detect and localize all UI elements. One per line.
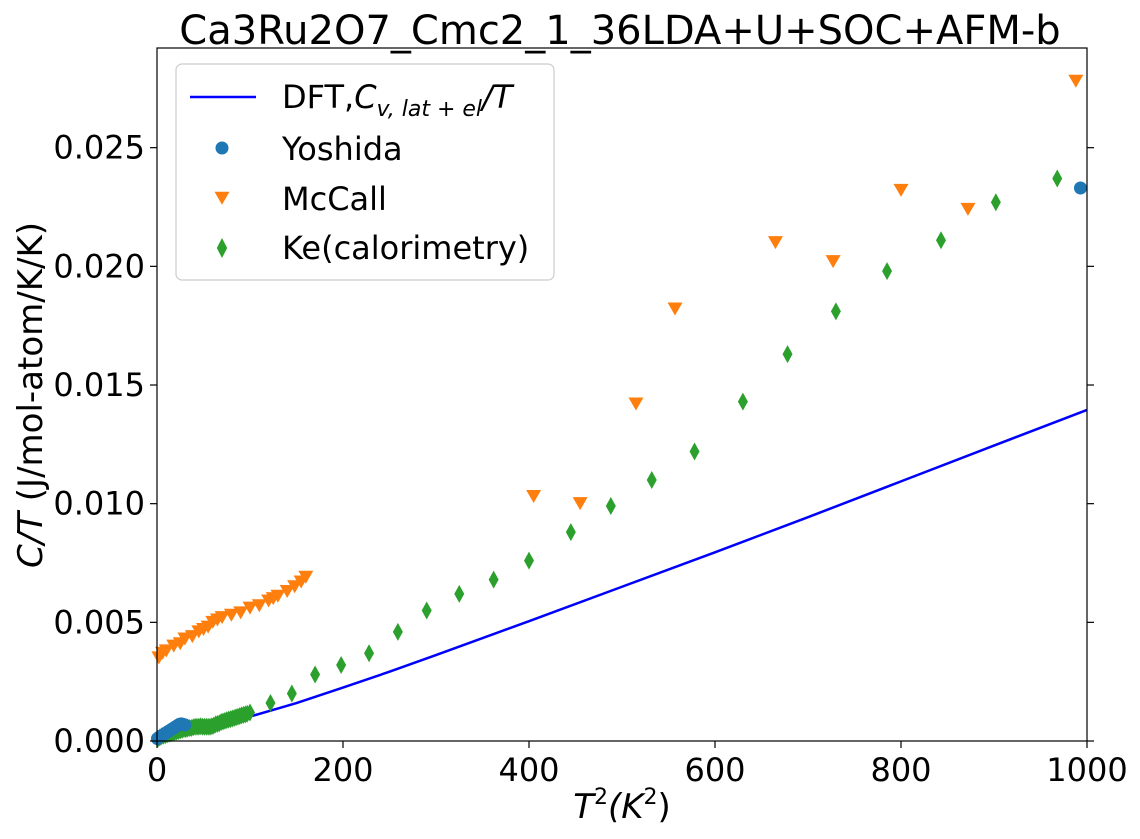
ke-point [646,470,657,489]
ke-point [990,193,1001,212]
mccall-point [214,611,230,625]
x-axis-label-k: (K [608,787,646,827]
mccall-point [628,397,644,411]
legend: DFT,Cv, lat + el/T Yoshida McCall Ke(cal… [175,63,555,281]
legend-dft-c: C [354,78,377,116]
ke-point [524,551,534,570]
x-tick-label: 400 [498,751,559,789]
y-tick-label: 0.000 [53,722,145,760]
mccall-point [233,606,249,620]
x-axis-label-sup2: 2 [644,785,658,810]
x-tick-label: 600 [684,751,745,789]
mccall-point [825,255,841,269]
ke-point [689,442,700,461]
ke-point [1052,169,1063,188]
yoshida-point [178,718,192,732]
y-tick-label: 0.025 [53,129,145,167]
mccall-point [251,599,267,613]
ke-point [488,570,499,589]
ke-point [265,694,276,713]
ke-point [882,262,893,281]
legend-dft-label: DFT,Cv, lat + el/T [282,78,515,122]
mccall-point [667,302,683,316]
dft-line [156,408,1088,740]
legend-dft-prefix: DFT, [282,78,354,116]
mccall-point [270,589,286,603]
series-layer [150,74,1088,748]
ke-point [830,302,841,321]
plot-frame [156,47,1088,742]
legend-dft-subscript: v, lat + el [377,97,483,122]
ke-point [454,584,465,603]
y-tick-label: 0.010 [53,485,145,523]
mccall-point [242,601,258,615]
legend-dft-suffix: /T [479,78,515,116]
mccall-point [572,497,588,511]
ke-point [310,665,321,684]
x-axis-label-close: ) [658,787,671,827]
legend-mccall-label: McCall [282,180,387,218]
legend-mccall-marker [214,191,230,205]
ke-point [565,523,576,542]
ke-point [364,644,375,663]
ke-point [421,601,432,620]
mccall-point [298,570,314,584]
mccall-point [767,236,783,250]
yoshida-point [1073,181,1087,195]
x-tick-label: 0 [147,751,167,789]
mccall-point [526,490,542,504]
plot-area: 0 200 400 600 800 1000 0.0000.0050.0100.0150.… [53,47,1128,789]
chart-title: Ca3Ru2O7_Cmc2_1_36LDA+U+SOC+AFM-b [179,8,1060,54]
legend-box [175,63,555,281]
x-tick-label: 200 [312,751,373,789]
y-axis-label-italic: C/T [11,510,51,568]
x-axis-label: T2(K2) [573,785,671,827]
x-tick-label: 800 [870,751,931,789]
legend-ke-label: Ke(calorimetry) [282,229,529,267]
y-tick-label: 0.020 [53,247,145,285]
x-axis-label-sup: 2 [594,785,608,810]
ke-point [336,656,347,675]
mccall-point [223,608,239,622]
ke-point [286,684,297,703]
mccall-point [279,584,295,598]
y-tick-label: 0.005 [53,603,145,641]
x-tick-label: 1000 [1046,751,1127,789]
y-axis-label-units: (J/mol-atom/K/K) [11,222,51,512]
y-axis-label: C/T (J/mol-atom/K/K) [11,222,51,568]
mccall-point [893,183,909,197]
y-tick-label: 0.015 [53,366,145,404]
y-axis-ticks: 0.000 0.005 0.010 0.015 0.020 0.025 [53,129,1094,760]
x-axis-ticks: 0 200 400 600 800 1000 [147,741,1128,789]
ke-point [392,622,403,641]
mccall-point [960,202,976,216]
mccall-point [158,644,174,658]
ke-point [245,703,255,722]
ke-point [782,345,793,364]
ke-point [935,231,946,250]
ke-point [737,392,748,411]
legend-ke-marker [216,238,228,258]
x-axis-label-t: T [573,787,596,827]
legend-yoshida-marker [215,141,229,155]
legend-yoshida-label: Yoshida [281,130,403,168]
mccall-point [1068,74,1084,88]
ke-point [605,497,616,516]
